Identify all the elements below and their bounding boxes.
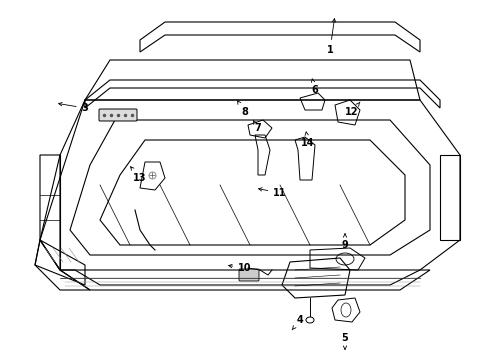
Text: 10: 10 [229,263,252,273]
FancyBboxPatch shape [239,269,259,281]
Text: 1: 1 [327,19,336,55]
Text: 11: 11 [259,188,287,198]
Text: 5: 5 [342,333,348,349]
FancyBboxPatch shape [99,109,137,121]
Text: 12: 12 [345,102,360,117]
Text: 8: 8 [238,101,248,117]
Text: 3: 3 [59,103,88,113]
Text: 7: 7 [253,120,261,133]
Text: 4: 4 [292,315,303,330]
Text: 13: 13 [131,167,147,183]
Text: 2: 2 [0,359,1,360]
Text: 14: 14 [301,132,315,148]
Text: 9: 9 [342,234,348,250]
Text: 6: 6 [312,79,318,95]
